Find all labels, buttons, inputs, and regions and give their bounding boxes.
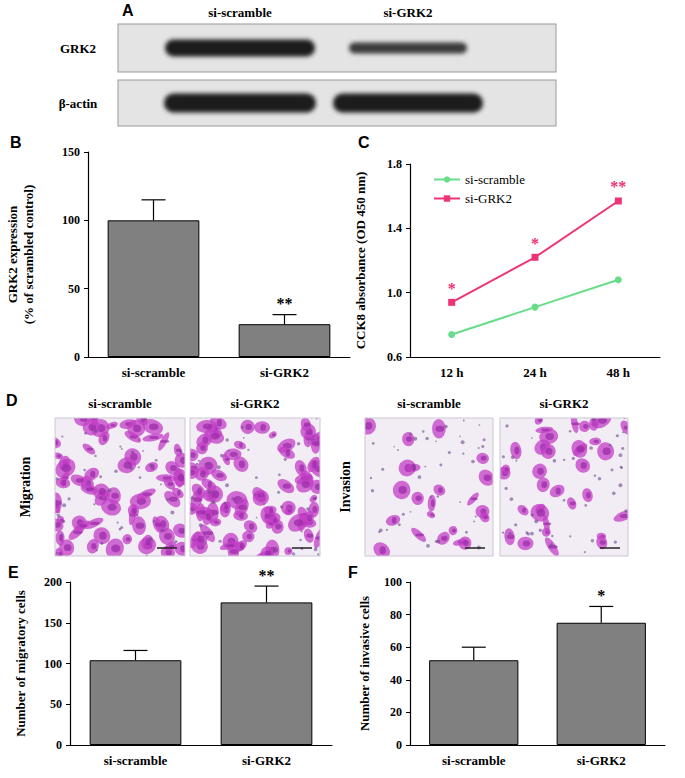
svg-text:D: D [6,392,18,409]
svg-text:60: 60 [390,640,402,654]
svg-text:E: E [8,564,19,581]
svg-text:si-scramble: si-scramble [122,365,186,380]
svg-text:CCK8 absorbance (OD 450 nm): CCK8 absorbance (OD 450 nm) [353,172,368,350]
svg-text:Number of migratory cells: Number of migratory cells [13,590,28,737]
svg-text:si-scramble: si-scramble [88,396,152,411]
svg-text:Number of invasive cells: Number of invasive cells [357,596,372,731]
svg-text:80: 80 [390,608,402,622]
svg-text:100: 100 [44,657,62,671]
svg-text:100: 100 [384,575,402,589]
svg-text:F: F [348,564,358,581]
svg-text:si-scramble: si-scramble [104,753,168,768]
svg-text:24 h: 24 h [523,365,547,380]
svg-text:*: * [448,280,456,297]
svg-text:**: ** [259,567,275,584]
svg-text:1.4: 1.4 [387,221,402,235]
svg-text:**: ** [610,178,626,195]
svg-text:0.6: 0.6 [387,350,402,364]
svg-text:50: 50 [68,282,80,296]
svg-text:GRK2 expression: GRK2 expression [5,205,20,303]
svg-text:**: ** [277,295,293,312]
svg-text:B: B [10,134,22,151]
svg-text:0: 0 [56,738,62,752]
svg-text:β-actin: β-actin [59,96,98,111]
svg-text:si-scramble: si-scramble [442,753,506,768]
svg-text:si-scramble: si-scramble [397,396,461,411]
svg-text:GRK2: GRK2 [60,41,96,56]
svg-text:200: 200 [44,575,62,589]
svg-text:Invasion: Invasion [338,461,353,513]
svg-text:1.0: 1.0 [387,286,402,300]
svg-text:C: C [358,134,370,151]
svg-text:(% of scrambled control): (% of scrambled control) [21,185,36,324]
svg-text:Migration: Migration [18,456,33,517]
svg-text:si-GRK2: si-GRK2 [465,191,512,206]
svg-text:si-GRK2: si-GRK2 [242,753,291,768]
svg-text:si-GRK2: si-GRK2 [230,396,279,411]
svg-text:A: A [122,2,134,19]
svg-text:0: 0 [74,350,80,364]
svg-text:40: 40 [390,673,402,687]
svg-text:si-scramble: si-scramble [208,5,272,20]
svg-text:si-GRK2: si-GRK2 [260,365,309,380]
svg-text:*: * [597,587,605,604]
svg-text:100: 100 [62,213,80,227]
svg-text:si-scramble: si-scramble [465,172,525,187]
svg-text:20: 20 [390,705,402,719]
svg-text:150: 150 [44,616,62,630]
svg-text:1.8: 1.8 [387,157,402,171]
svg-text:48 h: 48 h [607,365,631,380]
svg-text:si-GRK2: si-GRK2 [577,753,626,768]
svg-text:si-GRK2: si-GRK2 [383,5,432,20]
svg-text:150: 150 [62,145,80,159]
svg-text:*: * [531,235,539,252]
svg-text:50: 50 [50,697,62,711]
svg-text:12 h: 12 h [440,365,464,380]
svg-text:0: 0 [396,738,402,752]
svg-text:si-GRK2: si-GRK2 [539,396,588,411]
